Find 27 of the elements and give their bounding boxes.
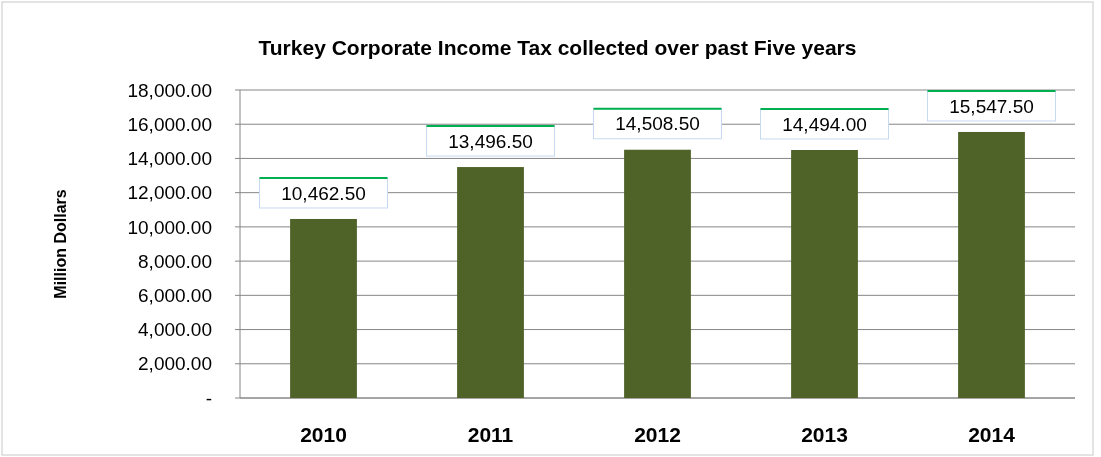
y-tick-label: 8,000.00 (138, 250, 212, 272)
data-label: 14,494.00 (782, 113, 867, 135)
bar (457, 167, 524, 398)
x-tick-label: 2013 (801, 423, 848, 446)
y-tick-label: 12,000.00 (127, 182, 212, 204)
x-tick-label: 2011 (467, 423, 514, 446)
y-tick-label: 6,000.00 (138, 284, 212, 306)
y-tick-label: 4,000.00 (138, 319, 212, 341)
bar (290, 218, 357, 398)
chart-title: Turkey Corporate Income Tax collected over past Five years (258, 36, 857, 59)
y-tick-label: 16,000.00 (127, 113, 212, 135)
data-label: 13,496.50 (448, 130, 533, 152)
y-tick-label: 10,000.00 (127, 216, 212, 238)
x-tick-label: 2012 (634, 423, 681, 446)
bar (624, 149, 691, 398)
x-tick-label: 2014 (968, 423, 1016, 446)
data-label: 10,462.50 (281, 182, 366, 204)
data-label: 14,508.50 (615, 113, 700, 135)
y-tick-label: 14,000.00 (127, 148, 212, 170)
y-tick-label: 18,000.00 (127, 79, 212, 101)
y-axis-title: Million Dollars (52, 189, 69, 299)
data-label: 15,547.50 (949, 95, 1034, 117)
y-tick-label: - (205, 387, 212, 409)
x-tick-label: 2010 (300, 423, 347, 446)
bar (958, 131, 1025, 398)
y-tick-label: 2,000.00 (138, 353, 212, 375)
bar (791, 149, 858, 398)
